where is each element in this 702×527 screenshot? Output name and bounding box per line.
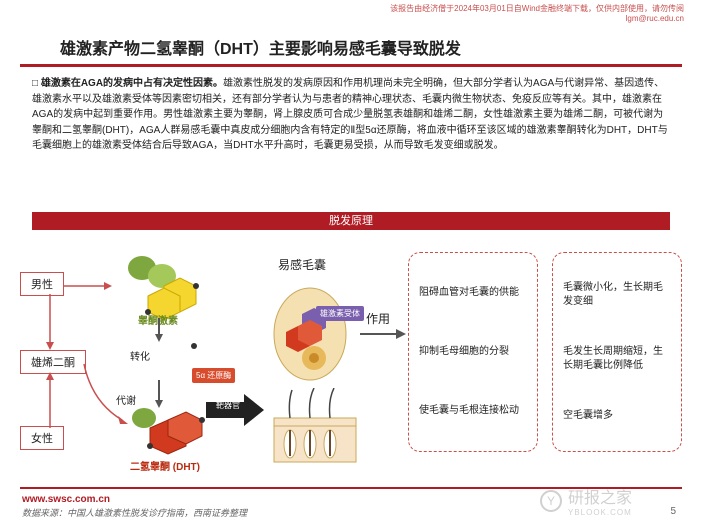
label-action: 作用	[366, 310, 390, 327]
tag-androstenedione: 雄烯二酮	[20, 350, 86, 374]
tag-female: 女性	[20, 426, 64, 450]
arrow-female-up	[40, 372, 60, 428]
body-paragraph: □ 雄激素在AGA的发病中占有决定性因素。雄激素性脱发的发病原因和作用机理尚未完…	[32, 76, 670, 154]
arrow-action	[360, 326, 408, 342]
watermark-icon: Y	[540, 490, 562, 512]
effect-2: 抑制毛母细胞的分裂	[419, 345, 527, 359]
section-header: 脱发原理	[32, 212, 670, 230]
notice-line2: lgm@ruc.edu.cn	[390, 14, 684, 24]
page-number: 5	[670, 506, 676, 517]
arrow-test-down	[148, 318, 170, 344]
watermark: Y 研报之家 YBLOOK.COM	[540, 484, 632, 517]
footer-url: www.swsc.com.cn	[22, 494, 110, 505]
watermark-text: 研报之家	[568, 484, 632, 508]
arrow-male-right	[64, 278, 114, 294]
hair-cross-section	[270, 388, 360, 466]
confidential-notice: 该报告由经济僧于2024年03月01日自Wind金融终端下载，仅供内部使用，请勿…	[390, 4, 684, 25]
label-enzyme: 5α 还原酶	[192, 368, 235, 383]
diagram: 男性 雄烯二酮 女性 睾酮激素 5α 还原酶 转	[20, 240, 682, 470]
page-title: 雄激素产物二氢睾酮（DHT）主要影响易感毛囊导致脱发	[60, 35, 461, 59]
result-1: 毛囊微小化，生长期毛发变细	[563, 281, 671, 309]
effect-1: 阻碍血管对毛囊的供能	[419, 286, 527, 300]
footer-source: 数据来源：中国人雄激素性脱发诊疗指南，西南证券整理	[22, 506, 247, 519]
title-underline	[20, 64, 682, 67]
effect-3: 使毛囊与毛根连接松动	[419, 404, 527, 418]
effects-box: 阻碍血管对毛囊的供能 抑制毛母细胞的分裂 使毛囊与毛根连接松动	[408, 252, 538, 452]
watermark-sub: YBLOOK.COM	[568, 508, 632, 517]
notice-line1: 该报告由经济僧于2024年03月01日自Wind金融终端下载，仅供内部使用，请勿…	[390, 4, 684, 14]
arrow-male-down	[40, 294, 60, 352]
follicle-illustration	[260, 274, 360, 384]
tag-male: 男性	[20, 272, 64, 296]
label-target-organ: 靶器官	[216, 400, 240, 411]
title-bar: 雄激素产物二氢睾酮（DHT）主要影响易感毛囊导致脱发	[0, 30, 702, 64]
label-dht: 二氢睾酮 (DHT)	[130, 458, 200, 473]
result-2: 毛发生长周期缩短，生长期毛囊比例降低	[563, 345, 671, 373]
paragraph-lead: 雄激素在AGA的发病中占有决定性因素。	[41, 78, 223, 89]
label-receptor: 雄激素受体	[316, 306, 364, 321]
label-follicle: 易感毛囊	[278, 256, 326, 273]
results-box: 毛囊微小化，生长期毛发变细 毛发生长周期缩短，生长期毛囊比例降低 空毛囊增多	[552, 252, 682, 452]
result-3: 空毛囊增多	[563, 409, 671, 423]
label-convert: 转化	[130, 348, 150, 363]
